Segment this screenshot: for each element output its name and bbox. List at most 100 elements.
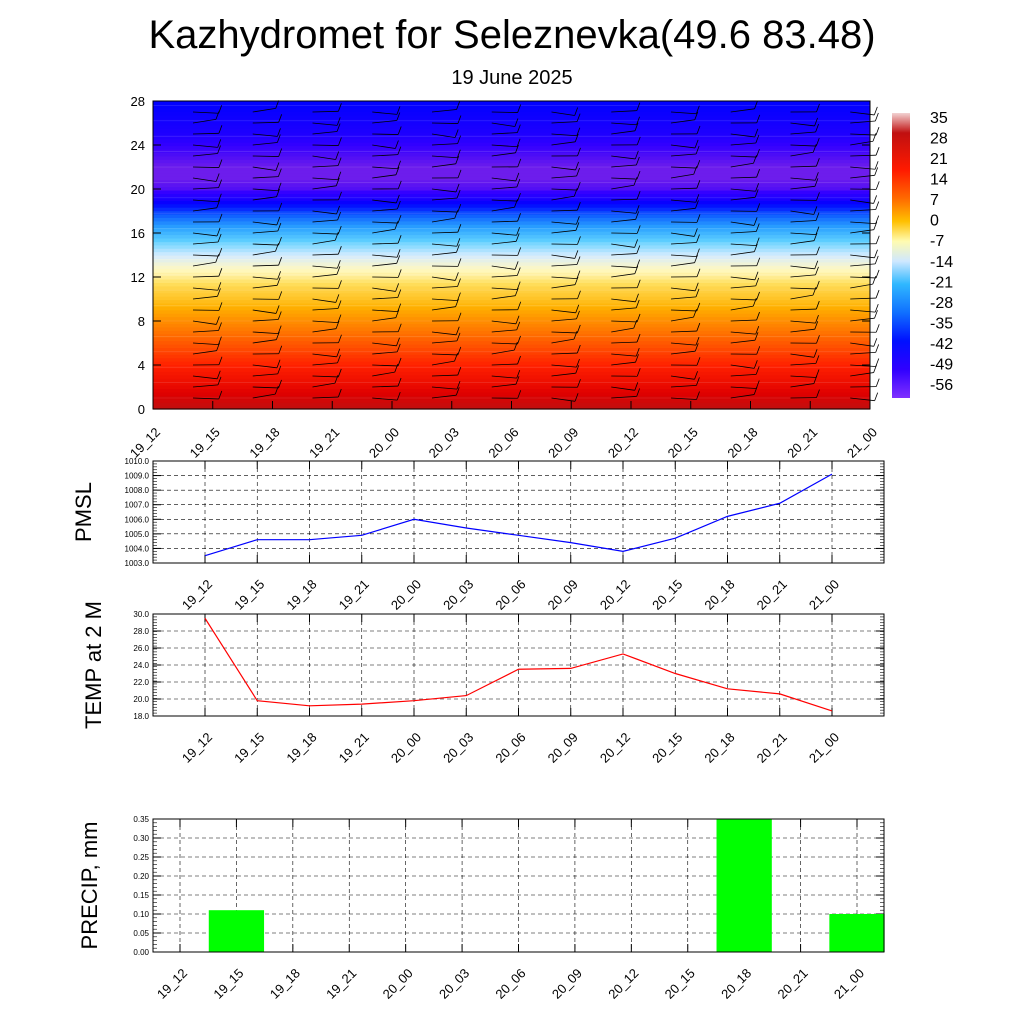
wind-barb-flag bbox=[457, 292, 461, 301]
heatmap-band bbox=[153, 203, 870, 208]
wind-barb bbox=[730, 339, 756, 344]
wind-barb-flag bbox=[874, 392, 879, 401]
wind-barb-flag bbox=[756, 148, 760, 158]
wind-barb-flag bbox=[274, 385, 279, 395]
y-tick-label: 0.35 bbox=[133, 815, 149, 824]
wind-barb bbox=[252, 188, 279, 192]
wind-barb bbox=[192, 397, 219, 400]
wind-barb-flag bbox=[516, 281, 521, 290]
wind-barb bbox=[611, 184, 635, 190]
heatmap-band bbox=[153, 166, 870, 171]
wind-barb-flag bbox=[457, 169, 462, 179]
heatmap-band bbox=[153, 391, 870, 396]
wind-barb bbox=[372, 174, 397, 179]
wind-barb bbox=[670, 111, 697, 115]
wind-barb bbox=[670, 342, 697, 346]
wind-barb-flag bbox=[396, 106, 401, 115]
wind-barb bbox=[431, 331, 457, 336]
heatmap-band bbox=[153, 320, 870, 325]
wind-barb bbox=[790, 320, 816, 324]
wind-barb bbox=[431, 197, 458, 201]
colorbar-label: 14 bbox=[930, 172, 948, 189]
wind-barb-flag bbox=[218, 179, 222, 188]
wind-barb bbox=[611, 218, 636, 223]
wind-barb-flag bbox=[816, 103, 820, 113]
wind-barb bbox=[312, 253, 339, 256]
y-tick-label: 18.0 bbox=[133, 712, 149, 721]
wind-barb-flag bbox=[456, 238, 461, 247]
wind-barb-flag bbox=[815, 355, 820, 364]
wind-barb bbox=[730, 243, 757, 247]
wind-barb-flag bbox=[395, 283, 399, 292]
wind-barb-flag bbox=[276, 277, 281, 286]
wind-barb bbox=[670, 187, 697, 190]
wind-barb bbox=[192, 384, 219, 388]
wind-barb bbox=[790, 383, 814, 388]
wind-barb-flag bbox=[215, 316, 220, 325]
colorbar-label: 35 bbox=[930, 110, 948, 127]
heatmap-band bbox=[153, 268, 870, 273]
wind-barb-flag bbox=[813, 206, 818, 215]
wind-barb bbox=[491, 275, 518, 278]
heatmap-band bbox=[153, 224, 870, 229]
wind-barb-flag bbox=[695, 288, 700, 297]
wind-barb-flag bbox=[397, 289, 402, 298]
heatmap-band bbox=[153, 323, 870, 328]
wind-barb bbox=[670, 199, 696, 203]
panel-frame bbox=[152, 613, 885, 717]
wind-barb-flag bbox=[337, 314, 342, 323]
x-tick-label: 20_09 bbox=[545, 730, 581, 766]
wind-barb-flag bbox=[755, 366, 760, 375]
wind-barb-flag bbox=[455, 387, 460, 396]
wind-barb-flag bbox=[875, 324, 880, 333]
wind-barb-flag bbox=[517, 301, 522, 310]
y-tick-label: 4 bbox=[138, 358, 145, 373]
wind-barb bbox=[730, 188, 756, 192]
wind-barb-flag bbox=[756, 203, 761, 212]
wind-barb-flag bbox=[514, 261, 519, 270]
wind-barb bbox=[491, 287, 518, 291]
wind-barb bbox=[670, 153, 697, 157]
precip-panel: 0.00 0.05 0.10 0.15 0.20 0.25 0.30 0.35 19_12 19_… bbox=[77, 815, 885, 1002]
wind-barb bbox=[551, 276, 577, 280]
wind-barb-flag bbox=[635, 299, 640, 308]
wind-barb-flag bbox=[696, 248, 700, 257]
wind-barb bbox=[551, 229, 576, 234]
x-tick-label: 20_00 bbox=[380, 966, 416, 1002]
wind-barb bbox=[312, 320, 338, 324]
wind-barb-flag bbox=[457, 278, 461, 287]
wind-barb-flag bbox=[397, 180, 402, 190]
wind-barb-flag bbox=[636, 191, 641, 200]
wind-barb bbox=[431, 133, 456, 138]
heatmap-band bbox=[153, 237, 870, 242]
wind-barb bbox=[252, 331, 279, 335]
wind-barb-flag bbox=[215, 173, 220, 182]
wind-barb bbox=[431, 217, 455, 223]
wind-barb-flag bbox=[696, 377, 700, 386]
wind-barb-flag bbox=[517, 158, 522, 168]
wind-barb-flag bbox=[576, 127, 581, 136]
wind-barb-flag bbox=[395, 194, 400, 204]
wind-barb bbox=[670, 144, 696, 149]
wind-barb-flag bbox=[755, 380, 760, 389]
wind-barb bbox=[491, 206, 515, 212]
heatmap-band bbox=[153, 186, 870, 191]
wind-barb bbox=[850, 309, 876, 313]
wind-barb-flag bbox=[754, 189, 759, 198]
wind-barb-flag bbox=[218, 390, 223, 400]
wind-barb-flag bbox=[874, 112, 879, 122]
wind-barb-flag bbox=[217, 282, 222, 291]
wind-barb-flag bbox=[218, 302, 223, 311]
wind-barb-flag bbox=[215, 254, 220, 263]
heatmap-band bbox=[153, 135, 870, 140]
wind-barb-flag bbox=[755, 326, 760, 335]
wind-barb-flag bbox=[336, 348, 341, 357]
wind-barb bbox=[491, 220, 518, 223]
wind-barb bbox=[252, 243, 279, 246]
wind-barb-flag bbox=[575, 216, 580, 225]
wind-barb-flag bbox=[218, 213, 223, 223]
wind-barb bbox=[670, 330, 697, 333]
wind-barb-flag bbox=[456, 381, 461, 390]
wind-barb bbox=[192, 177, 217, 182]
wind-barb-flag bbox=[576, 256, 581, 265]
